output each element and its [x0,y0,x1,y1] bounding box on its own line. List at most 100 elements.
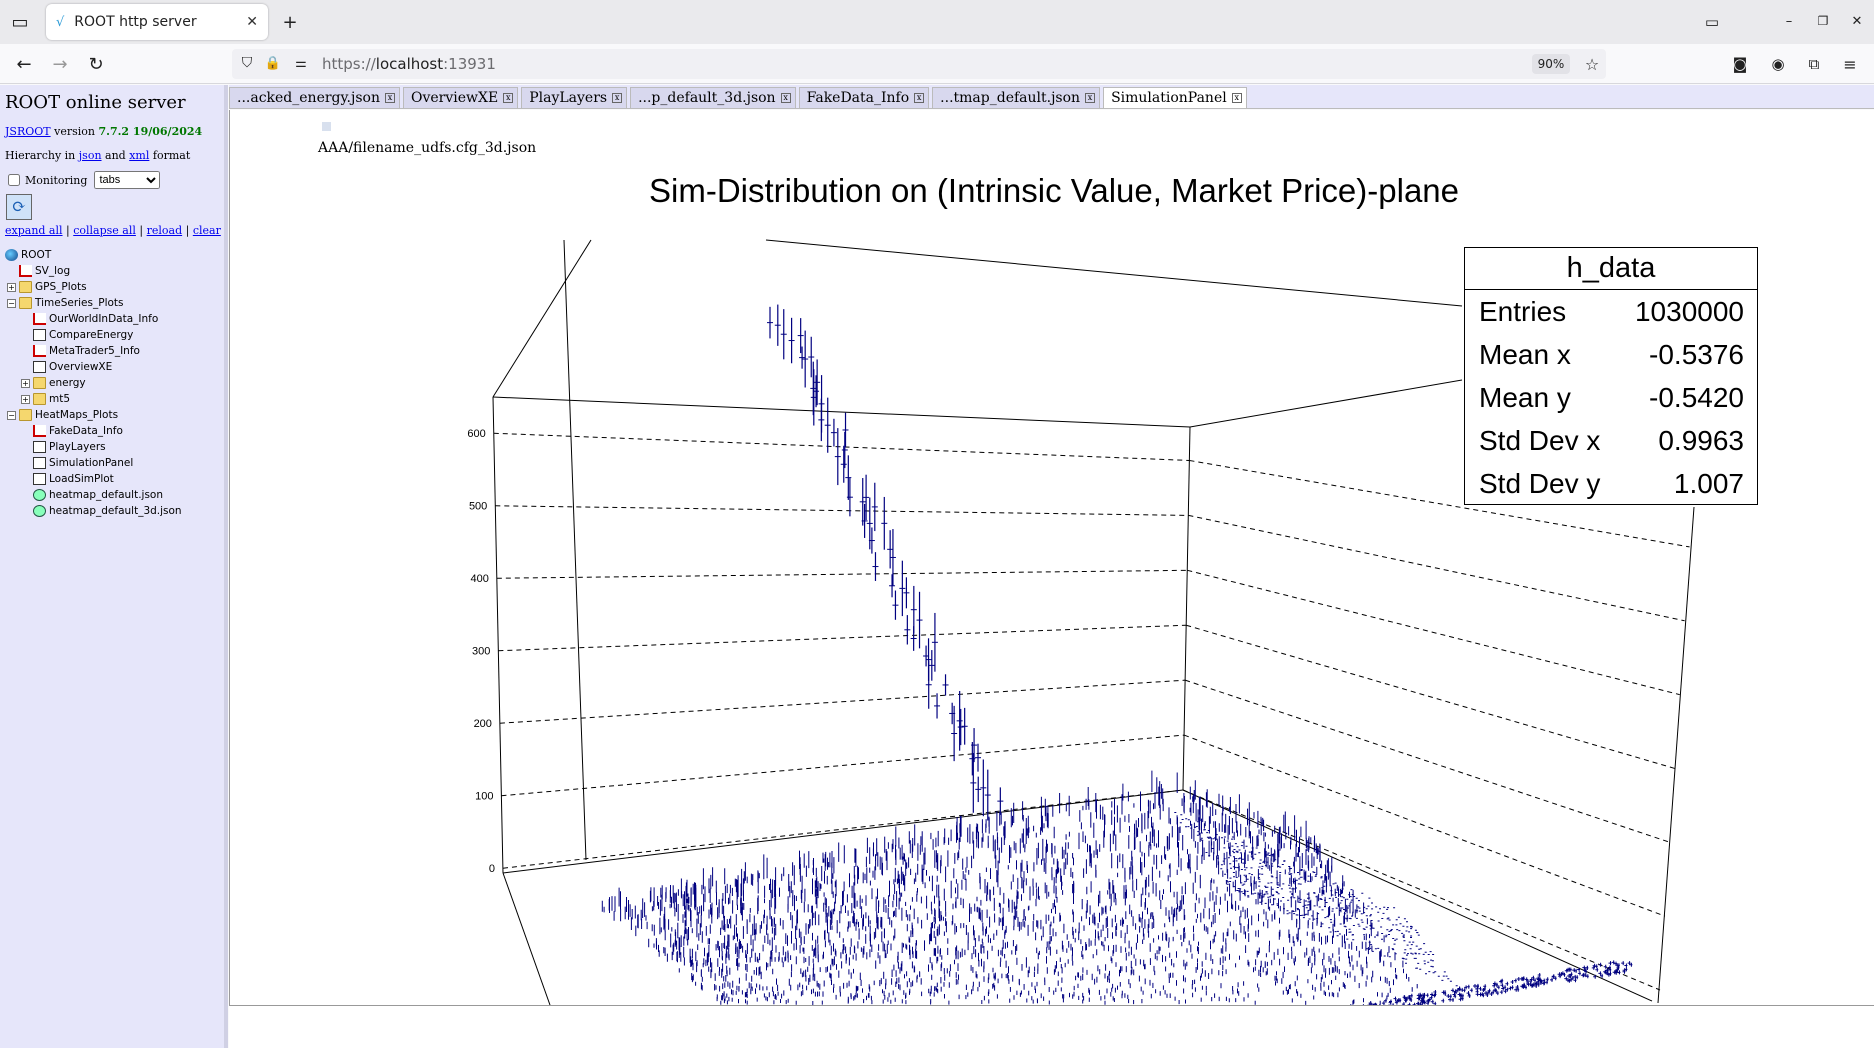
z-tick-label: 500 [469,501,487,513]
axis-line [492,396,504,874]
tree-item[interactable]: FakeData_Info [33,424,123,438]
json-link[interactable]: json [78,149,102,162]
sidebar-toggle-icon[interactable]: ▭ [1704,13,1720,31]
expand-icon[interactable]: + [21,378,30,388]
content-tab[interactable]: OverviewXE x [402,87,519,108]
bookmark-star-icon[interactable]: ☆ [1584,54,1600,74]
canvas-icon [33,361,46,373]
histogram-icon [33,345,46,357]
lock-icon[interactable]: 🔒 [264,55,282,71]
pocket-icon[interactable]: ◙ [1732,55,1748,73]
page-title: ROOT online server [5,92,186,113]
tree-item[interactable]: OverviewXE [33,360,112,374]
collapse-icon[interactable]: − [7,298,16,308]
tree-item-label: MetaTrader5_Info [49,345,140,357]
monitoring-checkbox[interactable] [8,174,20,186]
z-tick-label: 0 [489,863,495,875]
layout-select[interactable]: tabs [94,171,161,189]
lego-plot[interactable]: Sim-Distribution on (Intrinsic Value, Ma… [230,110,1874,1005]
url-text[interactable]: https://localhost:13931 [322,55,496,73]
reload-link[interactable]: reload [146,224,183,237]
extensions-icon[interactable]: ⧉ [1808,55,1820,73]
tree-item[interactable]: MetaTrader5_Info [33,344,140,358]
grid-line [1189,459,1690,548]
stats-row-value: 1.007 [1673,468,1744,499]
tree-item[interactable]: + energy [21,376,86,390]
z-tick-label: 600 [467,428,485,440]
tree-item-label: OurWorldInData_Info [49,313,159,325]
grid-line [499,679,1186,724]
stats-box[interactable]: h_data Entries 1030000 Mean x -0.5376 Mean y… [1464,247,1758,505]
refresh-icon[interactable]: ⟳ [6,194,32,220]
close-tab-icon[interactable]: x [1085,93,1096,103]
content-tab[interactable]: ...p_default_3d.json x [630,87,796,108]
reload-page-icon[interactable]: ↻ [88,53,104,75]
back-icon[interactable]: ← [16,53,32,75]
tree-item[interactable]: OurWorldInData_Info [33,312,158,326]
content-tab[interactable]: ...tmap_default.json x [932,87,1101,108]
collapse-all-link[interactable]: collapse all [73,224,136,237]
tree-item[interactable]: heatmap_default_3d.json [33,504,182,518]
stats-row-label: Entries [1479,296,1567,327]
content-tab-label: SimulationPanel [1111,90,1227,106]
jsroot-link[interactable]: JSROOT [5,125,51,138]
close-tab-icon[interactable]: x [914,93,925,103]
browser-tab[interactable]: √ ROOT http server ✕ [46,4,268,40]
close-tab-icon[interactable]: x [384,93,395,103]
stats-title: h_data [1465,248,1757,290]
expand-all-link[interactable]: expand all [5,224,63,237]
stats-row-label: Std Dev x [1479,425,1601,456]
new-tab-icon[interactable]: + [282,11,298,33]
json-icon [33,489,46,501]
tab-list-icon[interactable]: ▭ [11,11,29,33]
axis-line [765,239,1463,307]
tree-item[interactable]: + mt5 [21,392,70,406]
forward-icon[interactable]: → [52,53,68,75]
tree-item[interactable]: SV_log [19,264,70,278]
tree-item[interactable]: SimulationPanel [33,456,133,470]
sidebar-splitter[interactable] [224,85,228,1048]
tree-item-label: ROOT [21,249,52,261]
clear-link[interactable]: clear [192,224,221,237]
window-close-icon[interactable]: ✕ [1851,13,1863,29]
content-tab[interactable]: FakeData_Info x [798,87,930,108]
folder-icon [33,393,46,405]
permissions-icon[interactable]: ⚌ [295,55,307,71]
close-tab-icon[interactable]: ✕ [246,14,258,30]
tree-item[interactable]: heatmap_default.json [33,488,163,502]
tree-item[interactable]: PlayLayers [33,440,106,454]
account-icon[interactable]: ◉ [1771,55,1785,73]
content-tab[interactable]: PlayLayers x [521,87,628,108]
content-tab[interactable]: ...acked_energy.json x [229,87,400,108]
minimize-icon[interactable]: – [1785,13,1793,29]
close-tab-icon[interactable]: x [503,93,514,103]
tree-item[interactable]: + GPS_Plots [7,280,87,294]
expand-icon[interactable]: + [7,282,16,292]
menu-icon[interactable]: ≡ [1843,54,1857,74]
stats-row: Mean y -0.5420 [1465,376,1757,419]
axis-line [1657,506,1695,1004]
close-tab-icon[interactable]: x [612,93,623,103]
url-bar[interactable] [232,49,1606,79]
folder-icon [19,409,32,421]
tree-item[interactable]: ROOT [5,248,51,262]
content-tab[interactable]: SimulationPanel x [1103,87,1247,108]
collapse-icon[interactable]: − [7,410,16,420]
grid-line [495,505,1189,516]
tree-item-label: TimeSeries_Plots [35,297,124,309]
zoom-level-badge[interactable]: 90% [1532,54,1570,74]
tree-item[interactable]: − TimeSeries_Plots [7,296,124,310]
shield-icon[interactable]: ⛉ [241,55,253,71]
xml-link[interactable]: xml [129,149,150,162]
tree-item[interactable]: − HeatMaps_Plots [7,408,118,422]
close-tab-icon[interactable]: x [780,93,791,103]
tree-item[interactable]: CompareEnergy [33,328,133,342]
stats-row-label: Mean x [1479,339,1571,370]
maximize-icon[interactable]: ❐ [1817,14,1829,28]
close-tab-icon[interactable]: x [1231,93,1242,103]
tree-item[interactable]: LoadSimPlot [33,472,114,486]
axis-line [492,239,592,398]
tree-item-label: heatmap_default.json [49,489,163,501]
expand-icon[interactable]: + [21,394,30,404]
stats-row: Entries 1030000 [1465,290,1757,333]
